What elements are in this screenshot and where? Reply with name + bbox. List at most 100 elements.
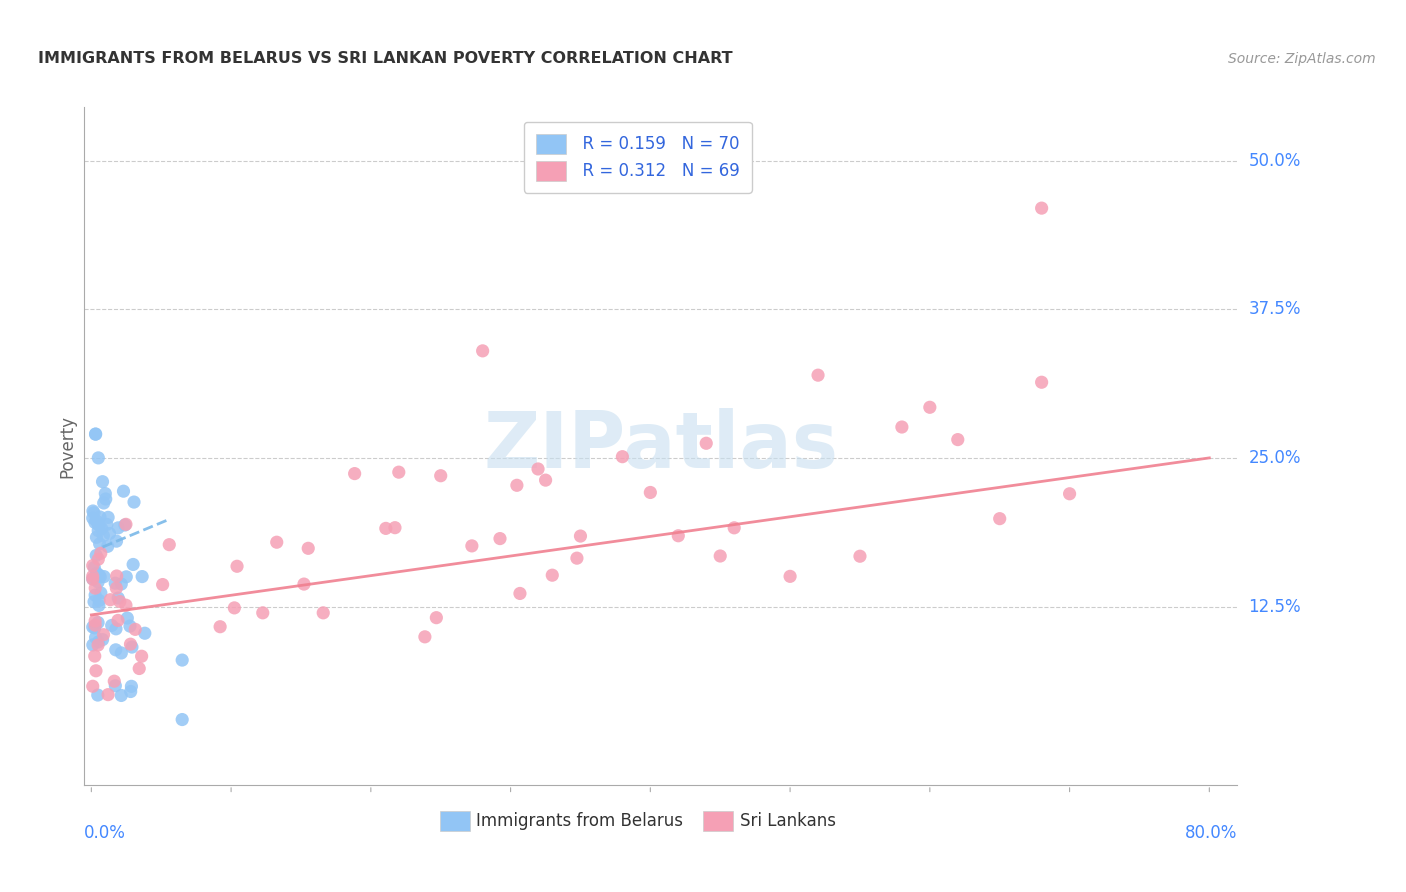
Point (89, 537, 111, 551)
Point (87, 552, 110, 566)
Point (172, 653, 194, 667)
Point (779, 569, 801, 583)
Point (110, 689, 132, 703)
Point (890, 420, 912, 434)
Point (87, 575, 110, 590)
Point (86, 530, 108, 544)
Text: Source: ZipAtlas.com: Source: ZipAtlas.com (1227, 53, 1375, 66)
Point (94, 491, 117, 506)
Point (157, 538, 180, 552)
Point (312, 606, 335, 620)
Point (114, 518, 136, 533)
Point (90, 586, 112, 600)
Point (110, 646, 132, 660)
Point (84, 631, 107, 645)
Point (90, 546, 112, 560)
Point (93, 628, 115, 642)
Point (252, 606, 274, 620)
Point (292, 577, 315, 591)
Point (83, 560, 105, 574)
Point (534, 473, 557, 487)
Point (82, 638, 104, 652)
Point (97, 688, 120, 702)
Point (87, 635, 110, 649)
Point (1059, 487, 1081, 501)
Point (413, 630, 436, 644)
Point (569, 529, 592, 543)
Point (118, 619, 141, 633)
Point (82, 569, 104, 583)
Point (83, 649, 105, 664)
Point (84, 427, 107, 442)
Point (82, 558, 104, 573)
Point (388, 465, 411, 479)
Point (429, 468, 451, 483)
Point (83, 621, 105, 635)
Point (124, 623, 146, 637)
Point (297, 541, 319, 556)
Point (87, 568, 110, 582)
Point (122, 558, 145, 572)
Point (83, 506, 105, 520)
Point (152, 577, 174, 591)
Text: ZIPatlas: ZIPatlas (484, 408, 838, 484)
Point (1031, 376, 1053, 390)
Point (120, 684, 142, 698)
Point (117, 611, 139, 625)
Point (509, 586, 531, 600)
Point (266, 535, 288, 549)
Point (131, 569, 153, 583)
Point (82, 679, 104, 693)
Point (86, 514, 108, 528)
Point (695, 436, 717, 450)
Point (849, 549, 872, 564)
Point (84, 618, 107, 632)
Point (527, 462, 550, 476)
Point (104, 643, 127, 657)
Point (87, 593, 110, 607)
Point (105, 581, 128, 595)
Y-axis label: Poverty: Poverty (58, 415, 76, 477)
Point (84, 614, 107, 628)
Point (87, 599, 110, 613)
Point (709, 549, 731, 563)
Point (82, 620, 104, 634)
Point (115, 598, 138, 612)
Point (541, 568, 564, 582)
Point (91, 475, 114, 489)
Point (112, 484, 135, 499)
Point (384, 521, 406, 535)
Point (83, 595, 105, 609)
Point (565, 551, 588, 566)
Point (640, 485, 662, 500)
Point (96, 517, 118, 532)
Point (1031, 201, 1053, 215)
Point (87, 688, 110, 702)
Point (224, 600, 246, 615)
Point (98, 526, 121, 541)
Point (946, 433, 969, 447)
Point (90, 521, 112, 535)
Point (82, 572, 104, 586)
Point (110, 577, 132, 591)
Point (103, 674, 125, 689)
Text: 37.5%: 37.5% (1249, 301, 1301, 318)
Point (84, 549, 107, 563)
Point (89, 570, 111, 584)
Point (807, 368, 830, 383)
Point (104, 622, 127, 636)
Point (91, 632, 114, 647)
Point (105, 569, 128, 583)
Point (84, 588, 107, 602)
Point (374, 521, 396, 535)
Point (107, 591, 129, 605)
Point (82, 504, 104, 518)
Point (93, 496, 115, 510)
Point (91, 528, 114, 542)
Text: 0.0%: 0.0% (84, 824, 127, 842)
Point (506, 478, 529, 492)
Point (84, 581, 107, 595)
Point (84, 664, 107, 678)
Point (87, 638, 110, 652)
Point (107, 521, 129, 535)
